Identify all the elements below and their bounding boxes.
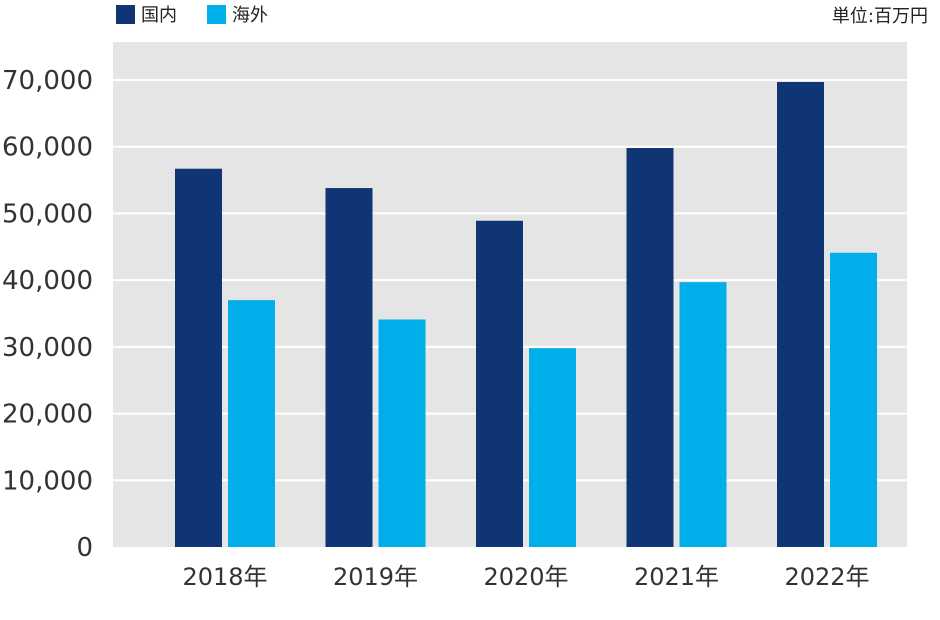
y-tick-label: 10,000	[2, 466, 93, 496]
bar-overseas	[529, 348, 576, 547]
x-tick-label: 2021年	[634, 563, 719, 591]
y-tick-label: 20,000	[2, 400, 93, 430]
y-tick-label: 50,000	[2, 199, 93, 229]
x-axis-ticks: 2018年 2019年 2020年 2021年 2022年	[182, 563, 869, 591]
y-axis-ticks: 0 10,000 20,000 30,000 40,000 50,000 60,000 70,…	[2, 66, 93, 563]
bar-domestic	[175, 168, 222, 548]
legend-label-domestic: 国内	[141, 5, 177, 26]
bar-overseas	[830, 252, 877, 548]
y-tick-label: 40,000	[2, 266, 93, 296]
legend-swatch-domestic	[116, 5, 135, 24]
bar-overseas	[679, 282, 727, 547]
legend-label-overseas: 海外	[232, 5, 268, 26]
bar-domestic	[476, 220, 523, 547]
x-tick-label: 2022年	[784, 563, 869, 591]
bar-overseas	[228, 300, 275, 547]
bar-overseas	[378, 319, 426, 547]
y-tick-label: 30,000	[2, 333, 93, 363]
y-tick-label: 60,000	[2, 133, 93, 163]
legend: 国内 海外	[116, 5, 268, 26]
y-tick-label: 70,000	[2, 66, 93, 96]
bar-domestic	[626, 148, 674, 547]
x-tick-label: 2019年	[333, 563, 418, 591]
x-tick-label: 2020年	[483, 563, 568, 591]
bar-domestic	[777, 82, 824, 547]
y-tick-label: 0	[76, 533, 93, 563]
bar-domestic	[325, 188, 373, 547]
legend-swatch-overseas	[207, 5, 226, 24]
unit-label: 単位:百万円	[832, 6, 928, 27]
bars	[175, 82, 877, 548]
x-tick-label: 2018年	[182, 563, 267, 591]
